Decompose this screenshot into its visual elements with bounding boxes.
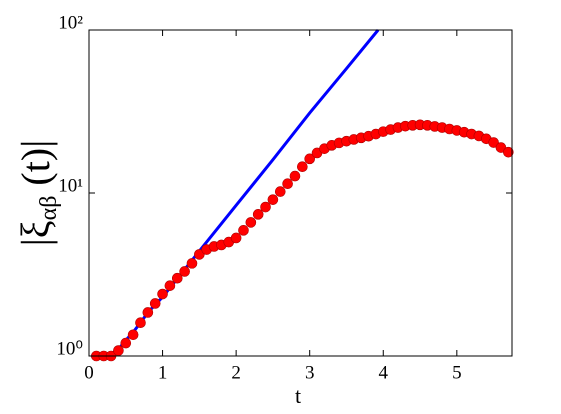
data-point bbox=[142, 307, 154, 318]
x-axis-label: t bbox=[295, 383, 301, 408]
y-label-subscript: αβ bbox=[36, 196, 62, 221]
y-axis-label: |ξαβ (t)| bbox=[13, 140, 61, 246]
y-label-argument: (t)| bbox=[13, 140, 58, 196]
data-point bbox=[252, 209, 264, 220]
data-point bbox=[171, 272, 183, 284]
data-point bbox=[149, 298, 161, 309]
data-point bbox=[179, 266, 190, 277]
data-point bbox=[267, 194, 279, 205]
x-tick-label: 4 bbox=[379, 362, 389, 383]
x-tick-label: 3 bbox=[305, 362, 315, 383]
data-point bbox=[135, 317, 146, 329]
data-point bbox=[186, 258, 198, 269]
data-point bbox=[120, 337, 132, 349]
y-tick-label: 10² bbox=[58, 12, 83, 33]
data-point bbox=[157, 288, 168, 300]
data-point bbox=[260, 201, 271, 213]
x-tick-label: 2 bbox=[231, 362, 241, 383]
data-point bbox=[282, 178, 293, 190]
data-point bbox=[289, 170, 301, 182]
data-point bbox=[113, 345, 124, 356]
data-point bbox=[230, 232, 242, 244]
data-point bbox=[488, 137, 499, 148]
data-point bbox=[127, 329, 139, 341]
data-point bbox=[245, 217, 257, 228]
x-tick-label: 5 bbox=[452, 362, 462, 383]
data-point bbox=[194, 249, 205, 260]
y-tick-label: 10¹ bbox=[58, 175, 83, 196]
data-line bbox=[91, 29, 380, 358]
data-point bbox=[238, 225, 249, 236]
plot-frame bbox=[88, 29, 513, 357]
y-tick-label: 10⁰ bbox=[56, 338, 83, 359]
data-point bbox=[274, 186, 286, 197]
data-point bbox=[297, 161, 308, 172]
y-label-symbol: |ξ bbox=[13, 220, 58, 246]
x-tick-label: 0 bbox=[84, 362, 94, 383]
data-point bbox=[503, 146, 514, 158]
data-point bbox=[164, 280, 176, 291]
data-point bbox=[304, 153, 315, 165]
x-tick-label: 1 bbox=[158, 362, 168, 383]
